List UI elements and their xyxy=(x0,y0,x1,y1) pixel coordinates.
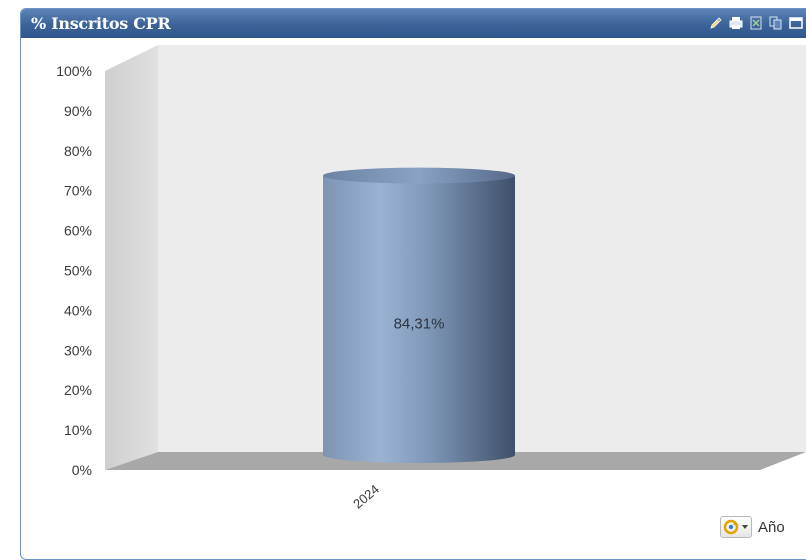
footer-controls: Año xyxy=(720,516,785,538)
y-tick-label: 40% xyxy=(64,302,92,318)
x-axis: 2024 xyxy=(350,482,382,512)
y-tick-label: 0% xyxy=(72,462,92,478)
plot-side-wall xyxy=(105,45,158,470)
bar-top-cap xyxy=(323,167,515,184)
y-tick-label: 50% xyxy=(64,263,92,279)
x-tick-label: 2024 xyxy=(350,482,382,512)
copy-icon[interactable] xyxy=(769,15,783,31)
y-tick-label: 10% xyxy=(64,422,92,438)
excel-icon[interactable] xyxy=(749,15,763,31)
y-tick-label: 80% xyxy=(64,143,92,159)
bar-body xyxy=(323,175,515,464)
refresh-dropdown-button[interactable] xyxy=(720,516,752,538)
refresh-dropdown-icon xyxy=(723,519,748,535)
chart-canvas: 0% 10% 20% 30% 40% 50% 60% 70% 80% 90% 100% 84,31%… xyxy=(56,45,806,512)
y-tick-label: 90% xyxy=(64,103,92,119)
window-icon[interactable] xyxy=(789,15,803,31)
bars-group: 84,31% xyxy=(323,167,515,464)
y-tick-label: 30% xyxy=(64,342,92,358)
panel-toolbar xyxy=(709,15,803,31)
y-tick-label: 100% xyxy=(56,63,92,79)
panel-title: % Inscritos CPR xyxy=(31,14,171,33)
footer-label: Año xyxy=(758,518,785,536)
bar[interactable]: 84,31% xyxy=(323,167,515,464)
y-tick-label: 70% xyxy=(64,183,92,199)
y-axis: 0% 10% 20% 30% 40% 50% 60% 70% 80% 90% 100% xyxy=(56,63,92,478)
y-tick-label: 60% xyxy=(64,223,92,239)
pencil-icon[interactable] xyxy=(709,15,723,31)
print-icon[interactable] xyxy=(729,15,743,31)
panel-titlebar: % Inscritos CPR xyxy=(21,9,806,38)
y-tick-label: 20% xyxy=(64,382,92,398)
bar-data-label: 84,31% xyxy=(394,315,445,332)
